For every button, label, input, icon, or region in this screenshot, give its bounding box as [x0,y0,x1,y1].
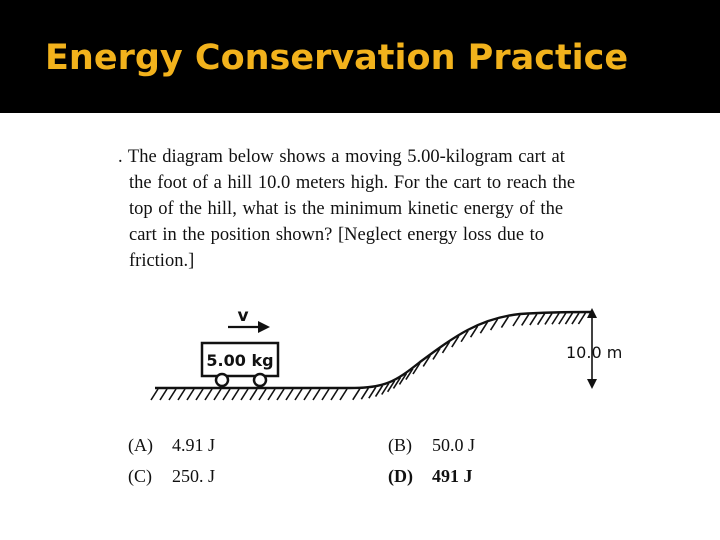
answer-value: 4.91 J [172,435,216,455]
hatch-mark [195,388,204,401]
ground-hatching [150,312,587,401]
hatch-mark [398,372,408,385]
hatch-mark [330,388,339,401]
hatch-mark [204,388,213,401]
hatch-mark [159,388,168,401]
velocity-arrow [228,321,270,333]
hatch-mark [222,388,231,401]
hatch-mark [368,386,377,399]
ground-surface [155,310,593,390]
hatch-mark [512,314,521,327]
hatch-mark [479,321,489,334]
hatch-mark [177,388,186,401]
answer-value: 50.0 J [432,435,476,455]
hatch-mark [240,388,249,401]
hatch-mark [168,388,177,401]
hatch-mark [294,388,303,401]
answer-value: 491 J [432,466,473,486]
hatch-mark [303,388,312,401]
hatch-mark [521,314,530,326]
hatch-mark [386,380,396,393]
answer-choice-c: (C) 250. J [128,466,215,487]
slide-title: Energy Conservation Practice [45,38,629,78]
cart-mass-label: 5.00 kg [206,351,273,370]
question-line: . The diagram below shows a moving 5.00-… [118,147,565,167]
hatch-mark [258,388,267,401]
answer-letter: (B) [388,435,412,455]
hatch-mark [312,388,321,401]
answer-letter: (A) [128,435,153,455]
height-label: 10.0 m [566,343,622,362]
hatch-mark [489,318,499,331]
hatch-mark [441,341,451,354]
answer-choice-d: (D) 491 J [388,466,473,487]
hatch-mark [213,388,222,401]
hatch-mark [577,312,587,325]
hatch-mark [558,312,567,325]
hatch-mark [451,335,460,348]
question-line: friction.] [129,251,195,271]
hatch-mark [321,388,330,401]
hatch-mark [469,325,479,338]
answer-choice-a: (A) 4.91 J [128,435,215,456]
hatch-mark [352,388,361,401]
answer-letter: (D) [388,466,413,486]
hatch-mark [551,312,560,325]
hatch-mark [536,313,546,326]
hatch-mark [460,330,469,343]
question-text: . The diagram below shows a moving 5.00-… [118,144,648,274]
answer-letter: (C) [128,466,152,486]
answer-value: 250. J [172,466,216,486]
hatch-mark [276,388,285,401]
hatch-mark [360,387,369,400]
hatch-mark [381,383,390,395]
hatch-mark [412,362,421,375]
hatch-mark [544,313,553,325]
question-line: cart in the position shown? [Neglect ene… [129,225,545,245]
hatch-mark [571,312,580,325]
hatch-mark [285,388,294,401]
height-dimension [587,308,597,389]
hatch-mark [405,368,414,381]
hatch-mark [186,388,195,401]
answer-choice-b: (B) 50.0 J [388,435,475,456]
hatch-mark [432,347,441,360]
velocity-label: v [237,306,248,326]
cart [200,341,280,388]
hatch-mark [564,312,574,325]
hatch-mark [150,388,159,401]
title-bar: Energy Conservation Practice [0,0,720,113]
hatch-mark [249,388,258,401]
question-line: the foot of a hill 10.0 meters high. For… [129,173,576,193]
hatch-mark [267,388,276,401]
hatch-mark [500,316,510,329]
hatch-mark [374,385,384,398]
hatch-mark [392,377,402,389]
question-line: top of the hill, what is the minimum kin… [129,199,564,219]
hatch-mark [529,313,538,326]
hatch-mark [339,388,348,401]
hatch-mark [231,388,240,401]
hatch-mark [422,355,431,367]
